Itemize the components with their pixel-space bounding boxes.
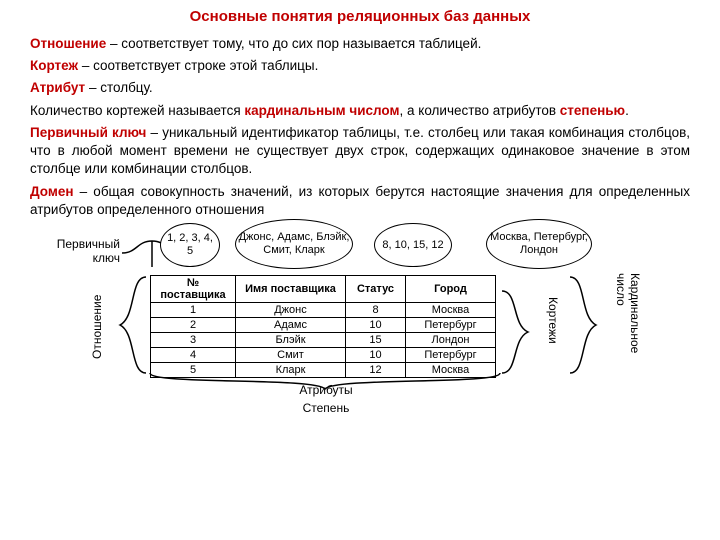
- para-cardinal: Количество кортежей называется кардиналь…: [30, 102, 690, 120]
- domain-bubble-cities: Москва, Петербург, Лондон: [486, 219, 592, 269]
- term-pk: Первичный ключ: [30, 125, 146, 140]
- label-relation: Отношение: [90, 287, 104, 367]
- term-degree: степенью: [560, 103, 625, 118]
- label-cardinal: Кардинальное число: [614, 273, 642, 373]
- table-row: 4Смит10Петербург: [151, 347, 496, 362]
- cardinal-brace: [570, 277, 608, 373]
- table-row: 3Блэйк15Лондон: [151, 332, 496, 347]
- label-attributes: Атрибуты: [276, 383, 376, 397]
- table-cell: 4: [151, 347, 236, 362]
- domain-bubble-names: Джонс, Адамс, Блэйк, Смит, Кларк: [235, 219, 353, 269]
- table-row: 1Джонс8Москва: [151, 302, 496, 317]
- relation-brace: [110, 277, 148, 373]
- term-cardinal: кардинальным числом: [244, 103, 399, 118]
- tuples-brace: [502, 291, 540, 373]
- table-row: 2Адамс10Петербург: [151, 317, 496, 332]
- label-degree: Степень: [276, 401, 376, 415]
- table-header: № поставщика: [151, 275, 236, 302]
- term-tuple: Кортеж: [30, 58, 78, 73]
- para-domain: Домен – общая совокупность значений, из …: [30, 183, 690, 219]
- table-cell: Джонс: [236, 302, 346, 317]
- table-cell: 3: [151, 332, 236, 347]
- table-cell: Москва: [406, 302, 496, 317]
- table-cell: 10: [346, 317, 406, 332]
- term-attribute: Атрибут: [30, 80, 85, 95]
- domain-bubble-ids: 1, 2, 3, 4, 5: [160, 223, 220, 267]
- table-cell: Петербург: [406, 317, 496, 332]
- term-domain: Домен: [30, 184, 74, 199]
- domain-bubble-status: 8, 10, 15, 12: [374, 223, 452, 267]
- label-primary-key: Первичный ключ: [40, 237, 120, 265]
- para-attribute: Атрибут – столбцу.: [30, 79, 690, 97]
- para-pk: Первичный ключ – уникальный идентификато…: [30, 124, 690, 179]
- table-cell: Петербург: [406, 347, 496, 362]
- table-header: Имя поставщика: [236, 275, 346, 302]
- table-cell: Смит: [236, 347, 346, 362]
- table-header: Статус: [346, 275, 406, 302]
- table-cell: Адамс: [236, 317, 346, 332]
- slide-page: Основные понятия реляционных баз данных …: [0, 0, 720, 413]
- table-cell: 1: [151, 302, 236, 317]
- para-relation: Отношение – соответствует тому, что до с…: [30, 35, 690, 53]
- table-cell: 10: [346, 347, 406, 362]
- table-cell: 2: [151, 317, 236, 332]
- data-table: № поставщикаИмя поставщикаСтатусГород1Дж…: [150, 275, 496, 378]
- table-cell: Лондон: [406, 332, 496, 347]
- label-tuples: Кортежи: [546, 297, 560, 367]
- para-tuple: Кортеж – соответствует строке этой табли…: [30, 57, 690, 75]
- table-header: Город: [406, 275, 496, 302]
- table-cell: 8: [346, 302, 406, 317]
- term-relation: Отношение: [30, 36, 106, 51]
- page-title: Основные понятия реляционных баз данных: [30, 8, 690, 25]
- table-cell: Блэйк: [236, 332, 346, 347]
- table-cell: 15: [346, 332, 406, 347]
- diagram: Первичный ключ 1, 2, 3, 4, 5 Джонс, Адам…: [30, 223, 690, 413]
